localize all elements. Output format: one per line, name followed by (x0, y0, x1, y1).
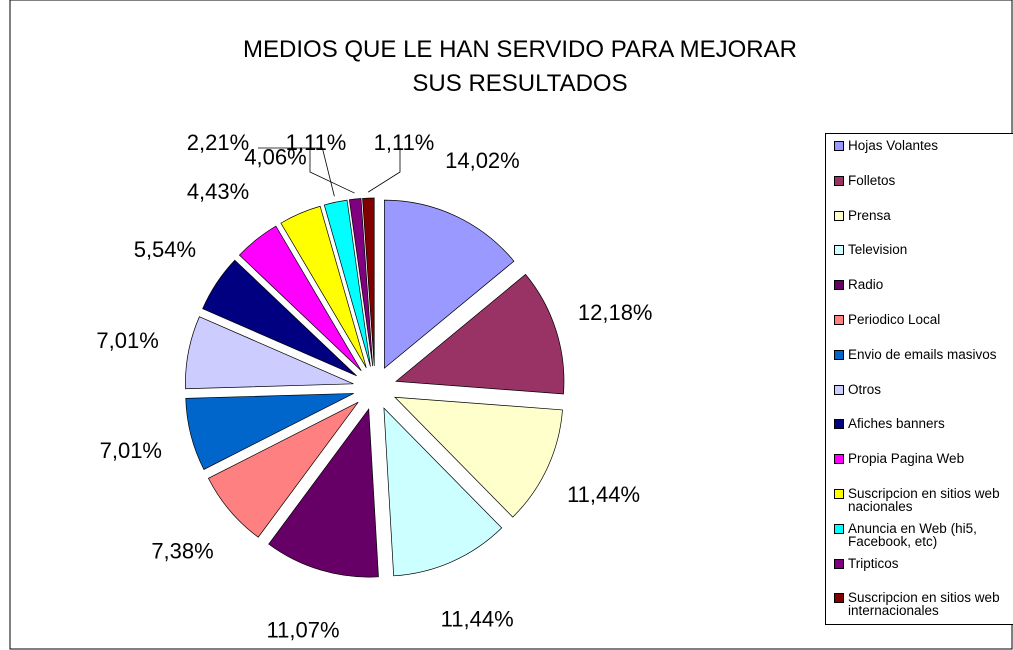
pie-slice (185, 393, 354, 470)
legend-item: Suscripcion en sitios web nacionales (834, 487, 1013, 513)
data-label: 4,43% (187, 179, 249, 204)
data-label: 11,44% (567, 482, 640, 507)
legend-item: Radio (834, 278, 1013, 291)
leader-line (258, 147, 335, 197)
data-label: 5,54% (134, 237, 196, 262)
legend-label: Hojas Volantes (848, 138, 939, 153)
legend-swatch (834, 315, 844, 325)
legend-item: Anuncia en Web (hi5, Facebook, etc) (834, 522, 1013, 548)
data-label: 7,01% (100, 438, 162, 463)
legend-swatch (834, 558, 844, 569)
pie-slice (207, 401, 359, 538)
legend-item: Periodico Local (834, 313, 1013, 326)
pie-slice (202, 259, 357, 377)
chart-title: MEDIOS QUE LE HAN SERVIDO PARA MEJORAR SU… (243, 36, 797, 97)
legend-swatch (834, 523, 844, 534)
pie-slice (383, 407, 503, 577)
legend-swatch (834, 210, 844, 221)
legend-label: Folletos (848, 172, 896, 188)
legend-item: Tripticos (834, 555, 1013, 571)
data-label: 12,18% (578, 300, 653, 325)
legend-swatch (834, 489, 844, 499)
pie-slice (362, 197, 375, 367)
legend-label: Television (848, 242, 908, 258)
legend-swatch (834, 384, 844, 395)
pie-slice (238, 225, 362, 372)
legend-item: Folletos (834, 174, 1013, 187)
legend: Hojas Volantes Folletos Prensa Television Ra… (825, 133, 1013, 625)
legend-label: Prensa (848, 207, 891, 223)
data-label: 1,11% (374, 130, 435, 155)
data-label: 2,21% (187, 130, 249, 155)
legend-label: Anuncia en Web (hi5, Facebook, etc) (848, 520, 977, 549)
data-label: 14,02% (445, 148, 520, 173)
leader-line (309, 148, 355, 194)
data-label: 4,06% (244, 144, 306, 169)
pie-slice (268, 408, 379, 578)
legend-item: Television (834, 242, 1013, 258)
legend-item: Hojas Volantes (834, 139, 1013, 152)
legend-swatch (834, 280, 844, 291)
pie-slice (348, 198, 374, 367)
data-label: 7,38% (151, 539, 213, 564)
data-label: 1,11% (286, 130, 347, 155)
pie-slice (323, 199, 371, 367)
pie-slice (280, 205, 367, 368)
legend-label: Propia Pagina Web (848, 451, 965, 467)
legend-swatch (834, 245, 844, 256)
legend-label: Periodico Local (848, 312, 941, 327)
legend-item: Afiches banners (834, 416, 1013, 432)
legend-label: Afiches banners (848, 416, 945, 432)
data-label: 11,44% (441, 606, 514, 631)
legend-item: Envio de emails masivos (834, 348, 1013, 361)
legend-label: Radio (848, 277, 884, 293)
legend-item: Otros (834, 381, 1013, 397)
legend-label: Otros (848, 381, 882, 397)
pie-slice (185, 316, 354, 390)
legend-swatch (834, 593, 844, 604)
legend-item: Suscripcion en sitios web internacionale… (834, 590, 1013, 619)
leader-line (367, 148, 401, 193)
pie-slice (394, 396, 563, 518)
legend-label: Tripticos (848, 555, 899, 571)
legend-swatch (834, 349, 844, 360)
legend-swatch (834, 454, 844, 465)
pie-slice (384, 199, 515, 369)
data-label: 11,07% (267, 618, 340, 643)
legend-item: Prensa (834, 207, 1013, 223)
legend-item: Propia Pagina Web (834, 452, 1013, 465)
legend-swatch (834, 141, 844, 151)
legend-swatch (834, 175, 844, 186)
legend-label: Suscripcion en sitios web nacionales (848, 486, 1000, 514)
pie-slice (395, 273, 565, 395)
legend-label: Envio de emails masivos (848, 346, 997, 362)
legend-label: Suscripcion en sitios web internacionale… (848, 590, 1000, 619)
legend-swatch (834, 419, 844, 430)
data-label: 7,01% (96, 328, 158, 353)
